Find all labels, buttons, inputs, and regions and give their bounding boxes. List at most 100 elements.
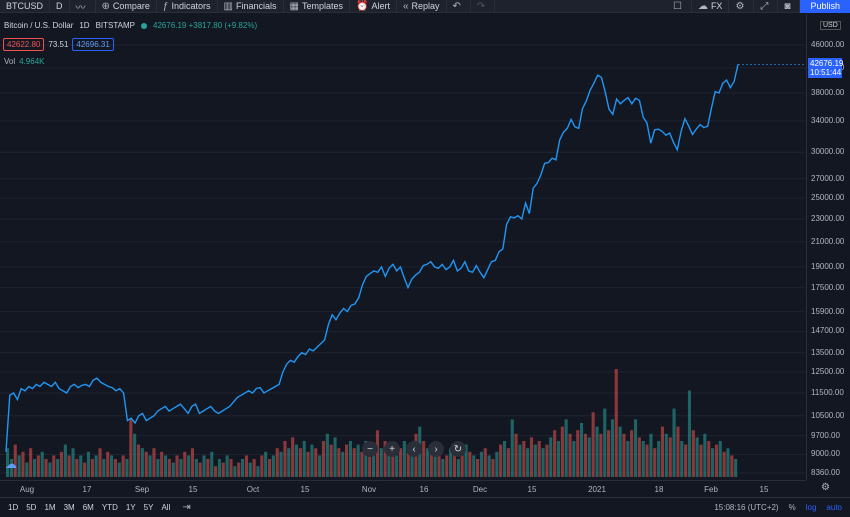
volume-bar [684,444,688,477]
templates-icon: ▦ [289,0,299,12]
log-toggle[interactable]: log [805,503,817,512]
price-chart[interactable] [0,14,806,480]
toolbar-right: ☐ ☁ FX ⚙ ⤢ ◙ Publish [667,0,850,13]
volume-bar [310,444,314,477]
volume-bar [337,448,341,477]
fx-button[interactable]: ☁ FX [692,0,730,13]
range-button[interactable]: All [161,503,171,512]
legend-price-change: 42676.19 +3817.80 (+9.82%) [153,21,258,30]
alert-button[interactable]: ⏰ Alert [350,0,397,13]
range-button[interactable]: YTD [101,503,118,512]
volume-bar [106,451,110,477]
volume-bar [33,459,37,477]
range-button[interactable]: 5D [26,503,37,512]
range-button[interactable]: 6M [82,503,94,512]
volume-bar [487,455,491,477]
fullscreen-button[interactable]: ⤢ [754,0,779,13]
financials-label: Financials [235,1,277,11]
price-scale[interactable]: 46000.0042000.0038000.0034000.0030000.00… [806,14,850,480]
volume-bar [221,462,225,477]
financials-button[interactable]: ▥ Financials [218,0,284,13]
price-tick: 13500.00 [811,347,845,357]
volume-bar [333,437,337,477]
publish-button[interactable]: Publish [800,0,850,13]
compare-button[interactable]: ⊕ Compare [96,0,157,13]
price-tick: 8360.00 [811,468,840,477]
range-button[interactable]: 1M [44,503,56,512]
axis-settings-icon[interactable]: ⚙ [821,482,830,493]
top-toolbar: BTCUSD D 〰 ⊕ Compare ƒ Indicators ▥ Financi… [0,0,850,14]
price-tick: 11500.00 [811,387,844,397]
volume-bar [391,444,395,477]
settings-button[interactable]: ⚙ [729,0,755,13]
currency-label[interactable]: USD [820,21,841,30]
auto-toggle[interactable]: auto [826,503,842,512]
volume-bar [125,459,129,477]
volume-bar [271,455,275,477]
volume-bar [90,459,94,477]
volume-bar [160,451,164,477]
volume-bar [672,408,676,477]
cloud-icon: ☁ [697,0,708,12]
buy-price-box[interactable]: 42696.31 [72,38,114,51]
interval-button[interactable]: D [50,0,70,13]
bid-ask-boxes: 42622.80 73.51 42696.31 [3,38,114,51]
volume-bar [256,466,260,477]
reset-chart-button[interactable]: ↻ [450,441,466,457]
time-tick: 15 [527,485,537,494]
plus-circle-icon: ⊕ [101,0,110,12]
range-button[interactable]: 5Y [143,503,154,512]
alarm-clock-icon: ⏰ [355,0,369,12]
volume-bar [714,444,718,477]
price-tick: 17500.00 [811,282,845,292]
scroll-right-button[interactable]: › [428,441,444,457]
range-button[interactable]: 1Y [125,503,136,512]
square-icon: ☐ [672,0,682,12]
undo-icon: ↶ [452,0,461,12]
volume-bar [302,441,306,477]
volume-bar [79,455,83,477]
time-axis[interactable]: Aug 17 Sep 15 Oct 15 Nov 16 Dec 15 2021 18 Feb 15 [0,480,806,497]
undo-button[interactable]: ↶ [447,0,471,13]
volume-bar [287,448,291,477]
volume-bar [425,448,429,477]
zoom-out-button[interactable]: − [362,441,378,457]
zoom-in-button[interactable]: + [384,441,400,457]
price-tick: 27000.00 [811,173,845,183]
volume-bar [379,448,383,477]
volume-bar [194,459,198,477]
price-tick: 10500.00 [811,410,845,420]
volume-bar [460,455,464,477]
legend-interval: 1D [79,21,90,30]
volume-bar [395,455,399,477]
range-button[interactable]: 1D [8,503,19,512]
scroll-left-button[interactable]: ‹ [406,441,422,457]
range-button[interactable]: 3M [63,503,75,512]
clock[interactable]: 15:08:16 (UTC+2) [714,503,779,512]
price-tick: 25000.00 [811,193,845,203]
percent-toggle[interactable]: % [788,503,796,512]
volume-bar [699,444,703,477]
cloud-logo-icon[interactable]: ☁ [5,457,17,471]
volume-bar [657,441,661,477]
snapshot-button[interactable]: ◙ [778,0,801,13]
replay-button[interactable]: «Replay [397,0,447,13]
volume-bar [306,451,310,477]
volume-bar [564,419,568,477]
volume-bar [660,426,664,477]
sell-price-box[interactable]: 42622.80 [3,38,45,51]
indicators-button[interactable]: ƒ Indicators [157,0,218,13]
chart-legend: Bitcoin / U.S. Dollar 1D BITSTAMP 42676.… [4,21,257,30]
layout-button[interactable]: ☐ [667,0,692,13]
templates-button[interactable]: ▦ Templates [284,0,350,13]
volume-bar [102,459,106,477]
volume-bar [452,451,456,477]
symbol-search[interactable]: BTCUSD [0,0,51,13]
redo-button[interactable]: ↷ [471,0,496,13]
volume-bar [25,462,29,477]
volume-bar [568,433,572,477]
volume-bar [437,451,441,477]
volume-bar [368,448,372,477]
calendar-range-icon[interactable]: ⇥ [182,502,191,513]
chart-type-button[interactable]: 〰 [70,0,96,14]
